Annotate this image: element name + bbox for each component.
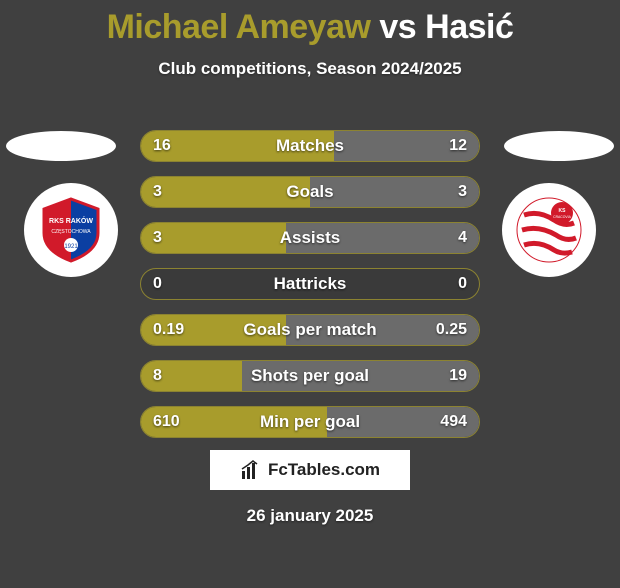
- stat-value-left: 3: [153, 183, 162, 201]
- stat-row: 0 0Hattricks: [140, 268, 480, 300]
- svg-text:CRACOVIA: CRACOVIA: [553, 215, 571, 219]
- subtitle: Club competitions, Season 2024/2025: [0, 59, 620, 79]
- stat-row: 34Assists: [140, 222, 480, 254]
- stat-value-left: 3: [153, 229, 162, 247]
- vs-text: vs: [379, 8, 416, 46]
- svg-text:CZĘSTOCHOWA: CZĘSTOCHOWA: [51, 229, 91, 235]
- stat-row: 33Goals: [140, 176, 480, 208]
- rakow-crest-icon: RKS RAKÓW CZĘSTOCHOWA 1921: [36, 195, 106, 265]
- stat-value-right: 0: [458, 275, 467, 293]
- chart-icon: [240, 459, 262, 481]
- svg-text:KS: KS: [559, 208, 567, 214]
- svg-text:RKS RAKÓW: RKS RAKÓW: [49, 216, 93, 225]
- stat-value-left: 0: [153, 275, 162, 293]
- stat-row: 610494Min per goal: [140, 406, 480, 438]
- stat-row: 1612Matches: [140, 130, 480, 162]
- stat-fill-right: [242, 361, 479, 391]
- left-ellipse-decoration: [6, 131, 116, 161]
- stat-fill-right: [310, 177, 479, 207]
- player2-name: Hasić: [425, 8, 513, 46]
- player2-club-badge: KS CRACOVIA: [502, 183, 596, 277]
- site-name: FcTables.com: [268, 460, 380, 480]
- right-ellipse-decoration: [504, 131, 614, 161]
- cracovia-crest-icon: KS CRACOVIA: [514, 195, 584, 265]
- stat-value-right: 12: [449, 137, 467, 155]
- stat-value-left: 8: [153, 367, 162, 385]
- player1-club-badge: RKS RAKÓW CZĘSTOCHOWA 1921: [24, 183, 118, 277]
- stat-value-right: 4: [458, 229, 467, 247]
- stat-fill-right: [286, 223, 479, 253]
- stat-row: 0.190.25Goals per match: [140, 314, 480, 346]
- stat-value-left: 610: [153, 413, 180, 431]
- stat-value-left: 16: [153, 137, 171, 155]
- stat-row: 819Shots per goal: [140, 360, 480, 392]
- comparison-title: Michael Ameyaw vs Hasić: [0, 8, 620, 47]
- stat-value-right: 19: [449, 367, 467, 385]
- stat-label: Hattricks: [141, 274, 479, 294]
- stats-container: 1612Matches33Goals34Assists00Hattricks0.…: [140, 130, 480, 452]
- svg-text:1921: 1921: [64, 244, 78, 250]
- stat-value-left: 0.19: [153, 321, 184, 339]
- stat-fill-left: [141, 177, 310, 207]
- comparison-date: 26 january 2025: [0, 506, 620, 526]
- fctables-logo: FcTables.com: [210, 450, 410, 490]
- stat-value-right: 0.25: [436, 321, 467, 339]
- player1-name: Michael Ameyaw: [107, 8, 371, 46]
- stat-value-right: 494: [440, 413, 467, 431]
- stat-value-right: 3: [458, 183, 467, 201]
- stat-fill-left: [141, 223, 286, 253]
